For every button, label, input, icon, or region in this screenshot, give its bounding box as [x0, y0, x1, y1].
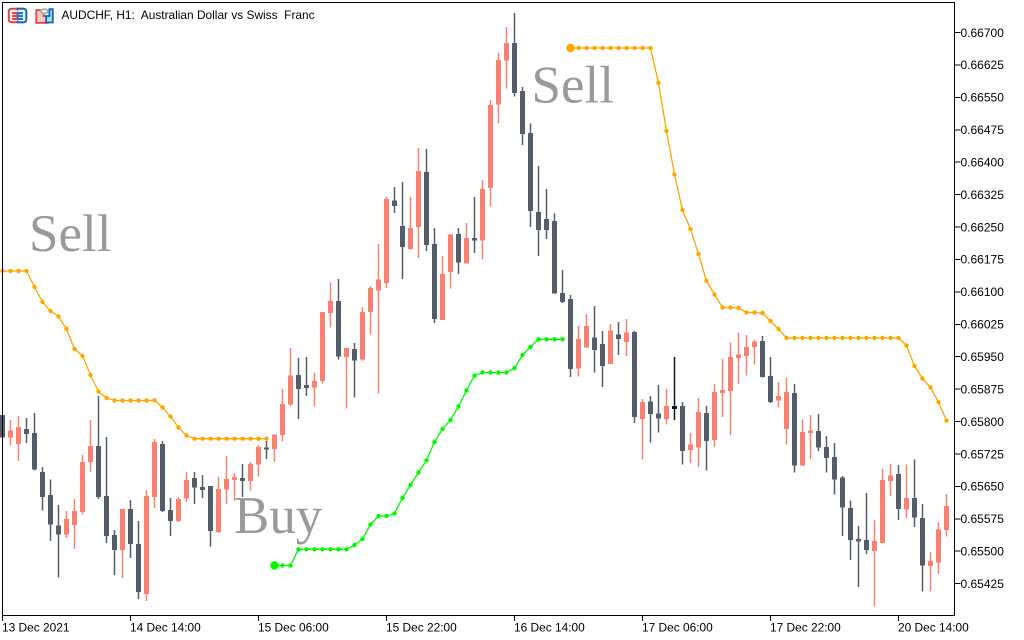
svg-text:0.66550: 0.66550	[961, 91, 1005, 105]
svg-text:Sell: Sell	[29, 205, 111, 263]
svg-text:16 Dec 14:00: 16 Dec 14:00	[514, 621, 585, 635]
svg-text:0.66025: 0.66025	[961, 318, 1005, 332]
svg-text:17 Dec 22:00: 17 Dec 22:00	[770, 621, 841, 635]
svg-text:0.66400: 0.66400	[961, 155, 1005, 169]
svg-text:15 Dec 22:00: 15 Dec 22:00	[386, 621, 457, 635]
svg-text:0.66250: 0.66250	[961, 220, 1005, 234]
svg-text:15 Dec 06:00: 15 Dec 06:00	[258, 621, 329, 635]
svg-text:0.66475: 0.66475	[961, 123, 1005, 137]
svg-text:0.66325: 0.66325	[961, 188, 1005, 202]
svg-text:0.65575: 0.65575	[961, 512, 1005, 526]
svg-text:0.65425: 0.65425	[961, 577, 1005, 591]
svg-text:0.66625: 0.66625	[961, 58, 1005, 72]
svg-text:0.66700: 0.66700	[961, 26, 1005, 40]
svg-text:0.65950: 0.65950	[961, 350, 1005, 364]
svg-text:0.65875: 0.65875	[961, 382, 1005, 396]
svg-text:13 Dec 2021: 13 Dec 2021	[2, 621, 70, 635]
svg-text:0.65725: 0.65725	[961, 447, 1005, 461]
svg-text:14 Dec 14:00: 14 Dec 14:00	[130, 621, 201, 635]
svg-text:0.66100: 0.66100	[961, 285, 1005, 299]
svg-text:20 Dec 14:00: 20 Dec 14:00	[898, 621, 969, 635]
svg-text:0.66175: 0.66175	[961, 253, 1005, 267]
svg-text:0.65500: 0.65500	[961, 545, 1005, 559]
svg-text:0.65800: 0.65800	[961, 415, 1005, 429]
svg-text:Sell: Sell	[532, 57, 614, 115]
svg-text:Buy: Buy	[234, 487, 323, 545]
svg-text:0.65650: 0.65650	[961, 480, 1005, 494]
svg-text:17 Dec 06:00: 17 Dec 06:00	[642, 621, 713, 635]
svg-text:AUDCHF, H1: Australian Dollar: AUDCHF, H1: Australian Dollar vs Swiss F…	[62, 8, 315, 22]
